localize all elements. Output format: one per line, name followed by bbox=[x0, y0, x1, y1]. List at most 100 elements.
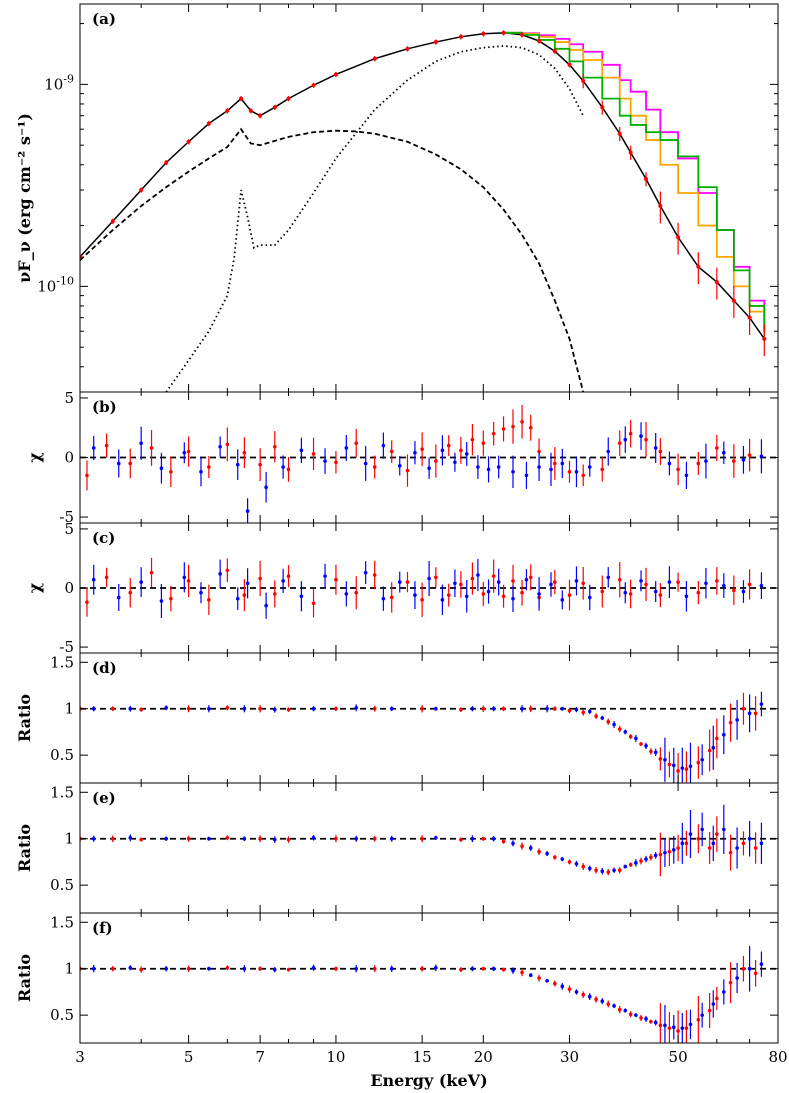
residual-point bbox=[560, 706, 565, 711]
data-point bbox=[501, 30, 506, 35]
residual-point bbox=[671, 1025, 676, 1030]
residual-point bbox=[617, 441, 622, 446]
data-point bbox=[206, 121, 211, 126]
residual-point bbox=[623, 437, 628, 442]
data-point bbox=[272, 105, 277, 110]
residual-point bbox=[676, 467, 680, 472]
residual-point bbox=[735, 976, 739, 980]
residual-point bbox=[91, 836, 96, 841]
plot-area bbox=[80, 804, 778, 877]
residual-point bbox=[496, 580, 501, 584]
residual-point bbox=[653, 1020, 658, 1025]
plot-area bbox=[80, 691, 778, 783]
residual-point bbox=[264, 603, 268, 608]
residual-point bbox=[446, 593, 451, 597]
residual-point bbox=[707, 1008, 712, 1013]
data-point bbox=[225, 108, 230, 113]
residual-point bbox=[139, 707, 143, 712]
residual-point bbox=[434, 835, 438, 840]
residual-point bbox=[427, 466, 431, 471]
residual-point bbox=[680, 841, 685, 846]
plot-area bbox=[80, 557, 778, 619]
residual-point bbox=[459, 967, 463, 972]
residual-point bbox=[128, 590, 133, 595]
residual-point bbox=[581, 581, 586, 586]
data-point bbox=[164, 160, 169, 165]
residual-point bbox=[676, 1029, 680, 1033]
y-tick-label: -5 bbox=[59, 508, 74, 526]
residual-point bbox=[658, 593, 663, 597]
residual-point bbox=[311, 965, 316, 970]
residual-point bbox=[491, 574, 496, 578]
residual-point bbox=[511, 968, 515, 973]
residual-point bbox=[639, 742, 643, 746]
residual-point bbox=[481, 836, 486, 841]
residual-point bbox=[649, 749, 653, 754]
model-curve-dashed-1 bbox=[80, 127, 585, 392]
residual-point bbox=[501, 594, 506, 599]
residual-point bbox=[747, 966, 752, 971]
data-point bbox=[537, 38, 542, 43]
residual-point bbox=[644, 744, 648, 748]
residual-point bbox=[663, 1023, 667, 1028]
residual-point bbox=[149, 446, 154, 450]
residual-point bbox=[207, 598, 211, 602]
residual-point bbox=[700, 827, 704, 832]
residual-point bbox=[628, 431, 633, 436]
residual-point bbox=[446, 443, 451, 448]
residual-point bbox=[700, 757, 704, 762]
residual-point bbox=[459, 448, 463, 453]
data-point bbox=[186, 139, 191, 144]
residual-point bbox=[128, 706, 133, 711]
residual-point bbox=[711, 1002, 716, 1006]
panel-f bbox=[79, 912, 779, 1044]
residual-point bbox=[711, 841, 716, 846]
residual-point bbox=[722, 450, 726, 455]
residual-point bbox=[164, 836, 168, 841]
residual-point bbox=[715, 736, 719, 741]
y-tick-label: 1 bbox=[64, 830, 74, 848]
residual-point bbox=[728, 850, 733, 855]
residual-point bbox=[528, 846, 533, 850]
residual-point bbox=[139, 967, 143, 972]
model-curve-dotted-2 bbox=[165, 45, 585, 392]
residual-point bbox=[459, 582, 463, 587]
residual-point bbox=[281, 465, 285, 469]
residual-point bbox=[567, 593, 572, 597]
residual-point bbox=[653, 853, 658, 858]
residual-point bbox=[501, 427, 506, 431]
residual-point bbox=[511, 579, 515, 583]
residual-point bbox=[453, 460, 457, 465]
data-point bbox=[286, 96, 291, 101]
residual-point bbox=[139, 580, 143, 584]
residual-point bbox=[334, 577, 338, 582]
residual-point bbox=[567, 860, 572, 864]
residual-point bbox=[405, 468, 410, 473]
residual-point bbox=[553, 461, 557, 466]
residual-point bbox=[560, 598, 565, 602]
residual-point bbox=[634, 736, 638, 741]
model-curve-solid-0 bbox=[80, 32, 765, 340]
residual-point bbox=[491, 836, 496, 841]
residual-point bbox=[715, 446, 719, 450]
residual-point bbox=[696, 836, 701, 841]
residual-point bbox=[671, 848, 676, 852]
residual-point bbox=[281, 579, 285, 583]
residual-point bbox=[741, 966, 746, 971]
y-tick-label: 10-10 bbox=[37, 274, 74, 295]
residual-point bbox=[700, 1013, 704, 1017]
residual-point bbox=[511, 424, 515, 429]
residual-point bbox=[639, 1016, 643, 1020]
residual-point bbox=[623, 590, 628, 595]
residual-point bbox=[218, 572, 222, 576]
data-point bbox=[617, 131, 622, 136]
residual-point bbox=[537, 449, 541, 454]
residual-point bbox=[164, 705, 168, 710]
residual-point bbox=[272, 837, 277, 842]
data-point bbox=[552, 49, 557, 54]
residual-point bbox=[623, 1008, 628, 1013]
residual-point bbox=[671, 763, 676, 768]
residual-point bbox=[732, 459, 736, 463]
x-axis-label: Energy (keV) bbox=[370, 1071, 487, 1090]
residual-point bbox=[413, 593, 417, 597]
